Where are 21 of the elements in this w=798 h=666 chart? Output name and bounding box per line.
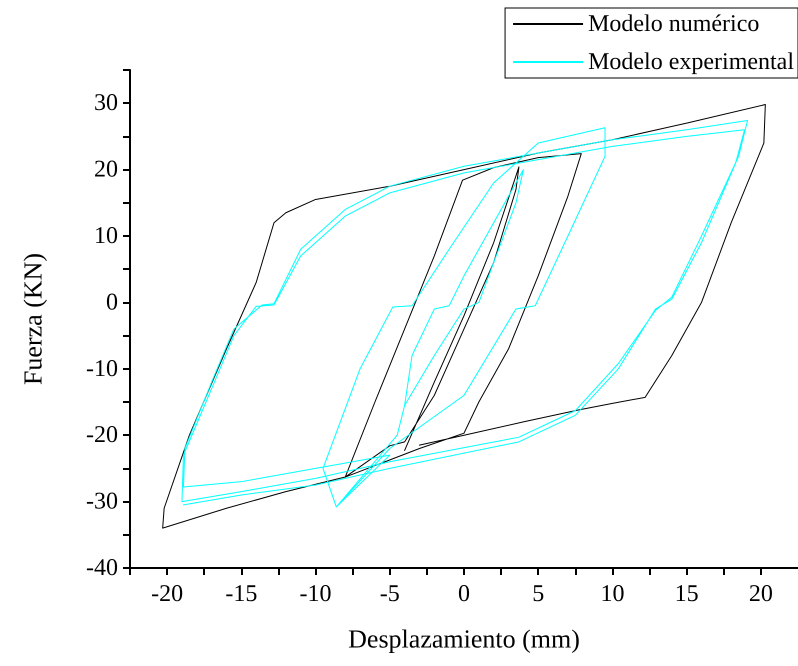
x-tick-label: 0 (458, 581, 470, 607)
y-axis-title: Fuerza (KN) (18, 252, 48, 386)
y-tick-label: -30 (86, 488, 118, 515)
x-tick-label: 20 (748, 581, 773, 607)
x-tick-label: -20 (151, 581, 184, 607)
legend-label: Modelo numérico (588, 11, 760, 37)
x-tick-label: -5 (380, 581, 400, 607)
y-tick-label: -10 (86, 356, 118, 382)
y-tick-label: -40 (86, 555, 118, 581)
y-tick-label: 0 (106, 289, 118, 316)
y-tick-label: 20 (94, 156, 118, 183)
x-tick-label: 15 (674, 581, 699, 607)
x-axis-title: Desplazamiento (mm) (348, 624, 580, 654)
legend-label: Modelo experimental (588, 49, 794, 75)
y-tick-label: 30 (94, 90, 118, 116)
y-tick-label: -20 (86, 422, 118, 448)
x-tick-label: -15 (225, 581, 258, 607)
y-tick-label: 10 (94, 223, 118, 249)
x-tick-label: 10 (600, 581, 624, 607)
x-tick-label: -10 (300, 581, 332, 607)
x-tick-label: 5 (532, 581, 544, 607)
